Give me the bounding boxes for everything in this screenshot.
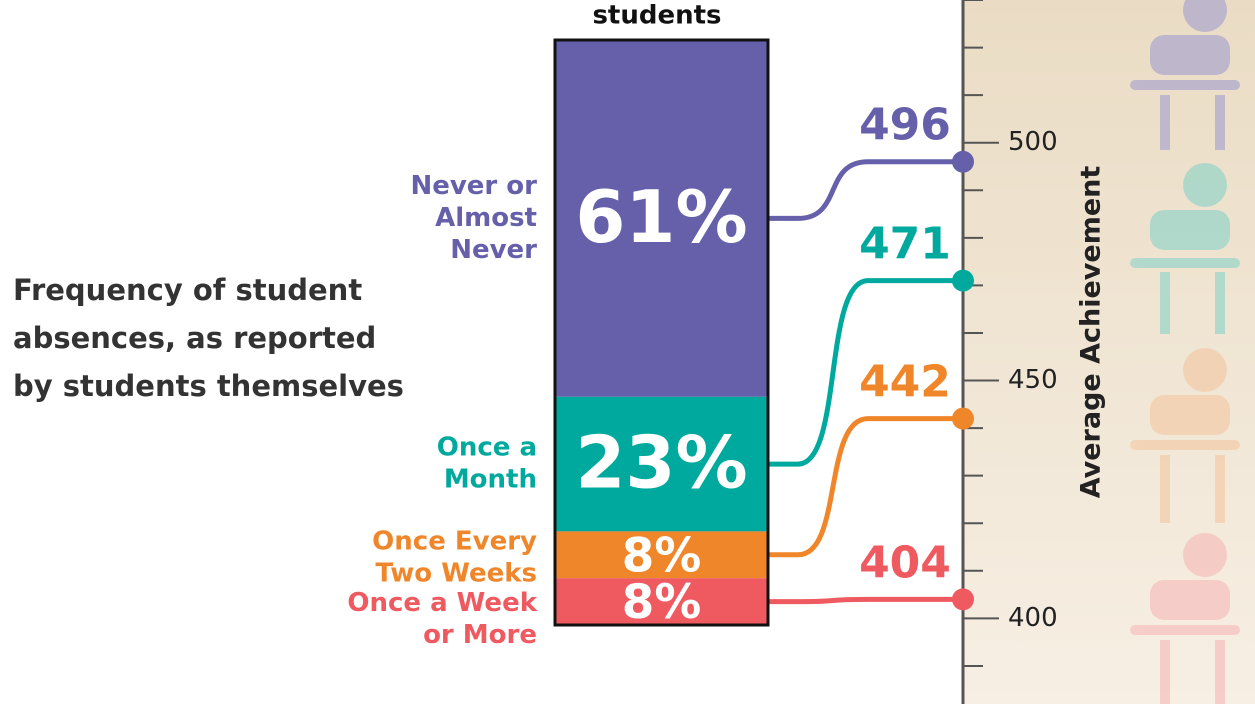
bar-segment: [555, 578, 768, 625]
bar-segment: [555, 396, 768, 532]
category-label: or More: [423, 620, 537, 650]
bar-segment: [555, 531, 768, 579]
y-tick-label: 500: [1008, 127, 1058, 157]
category-label: Almost: [435, 203, 537, 233]
y-tick-label: 450: [1008, 365, 1058, 395]
achievement-label: 404: [859, 537, 951, 588]
connector: [768, 278, 963, 467]
caption-line: absences, as reported: [13, 321, 376, 355]
achievement-dot: [952, 269, 974, 292]
chart-title: students: [592, 1, 721, 31]
percent-label: 61%: [575, 175, 747, 259]
connector: [768, 416, 963, 558]
achievement-label: 471: [859, 219, 951, 270]
category-label: Two Weeks: [375, 558, 537, 588]
bar-outline: [553, 38, 770, 627]
achievement-dot: [952, 407, 974, 430]
category-label: Never: [450, 235, 537, 265]
percent-label: 8%: [622, 576, 701, 630]
percent-label: 23%: [575, 421, 747, 505]
achievement-label: 496: [859, 100, 951, 151]
caption-line: Frequency of student: [13, 273, 362, 307]
connector: [768, 159, 963, 221]
y-axis-label: Average Achievement: [1076, 166, 1107, 499]
category-label: Month: [444, 465, 537, 495]
category-label: Once a Week: [347, 588, 537, 618]
y-tick-label: 400: [1008, 603, 1058, 633]
achievement-dot: [952, 150, 974, 173]
caption-line: by students themselves: [13, 369, 404, 403]
category-label: Once Every: [372, 526, 537, 556]
category-label: Never or: [410, 171, 537, 201]
connector: [768, 596, 963, 605]
achievement-dot: [952, 588, 974, 611]
student-figures: [1130, 0, 1240, 704]
achievement-label: 442: [859, 357, 951, 408]
category-label: Once a: [437, 433, 537, 463]
percent-label: 8%: [622, 529, 701, 583]
bar-segment: [555, 40, 768, 397]
